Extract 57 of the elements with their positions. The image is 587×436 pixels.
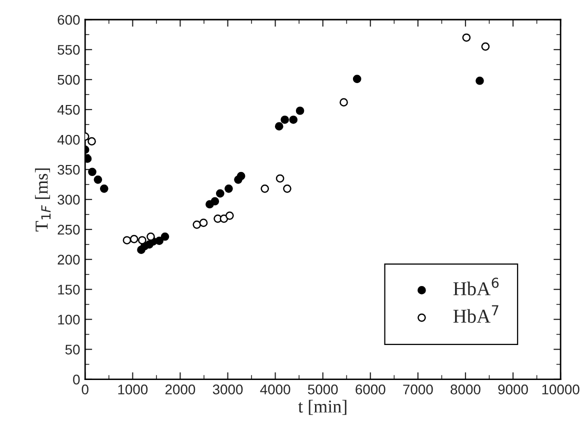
point [155, 236, 164, 245]
x-tick-label: 8000 [450, 384, 480, 394]
point [100, 184, 108, 193]
x-tick-label: 10000 [542, 384, 580, 394]
x-tick-label: 5000 [308, 384, 338, 394]
y-tick-label: 350 [58, 164, 80, 175]
y-axis-title: T$_{1F}$ [ms] [35, 168, 51, 232]
y-tick-label: 50 [65, 344, 80, 355]
y-tick-label: 150 [58, 284, 80, 295]
x-tick-label: 7000 [403, 384, 433, 394]
point [462, 33, 471, 42]
point [192, 220, 202, 229]
point [94, 176, 102, 184]
y-tick-label: 100 [58, 314, 80, 325]
x-tick-label: 3000 [212, 384, 243, 394]
y-tick-label: 300 [58, 194, 80, 205]
point [283, 184, 292, 193]
point [224, 184, 233, 193]
y-tick-label: 200 [58, 254, 80, 265]
point [88, 168, 96, 176]
point [210, 197, 220, 206]
legend-label: HbA$^{6}$ [453, 278, 499, 296]
point [199, 218, 208, 228]
point [276, 174, 284, 183]
x-tick-label: 6000 [356, 384, 386, 394]
point [296, 106, 304, 115]
point [352, 74, 362, 84]
point [225, 211, 234, 220]
point [274, 122, 284, 130]
x-tick-label: 9000 [498, 384, 528, 394]
point [160, 232, 170, 241]
y-tick-label: 600 [58, 14, 80, 25]
x-tick-label: 4000 [260, 384, 290, 394]
x-tick-label: 2000 [165, 384, 196, 394]
y-tick-label: 0 [73, 374, 80, 384]
point [289, 116, 298, 124]
point [481, 42, 490, 51]
point [138, 236, 146, 244]
point [236, 172, 246, 180]
point [476, 76, 484, 85]
x-axis-title: t [min] [298, 400, 346, 415]
point [216, 189, 224, 198]
y-tick-label: 400 [57, 134, 80, 145]
x-tick-label: 0 [82, 384, 88, 394]
y-tick-label: 500 [58, 74, 80, 85]
y-tick-label: 450 [57, 104, 80, 115]
point [260, 184, 270, 193]
y-tick-label: 550 [58, 44, 80, 55]
point [280, 116, 289, 124]
x-tick-label: 1000 [118, 384, 148, 394]
legend-label: HbA$^{7}$ [453, 305, 498, 323]
y-tick-label: 250 [58, 224, 80, 235]
point [130, 234, 138, 244]
point [146, 232, 155, 241]
point [122, 236, 132, 244]
point [340, 98, 348, 107]
point [88, 137, 96, 146]
